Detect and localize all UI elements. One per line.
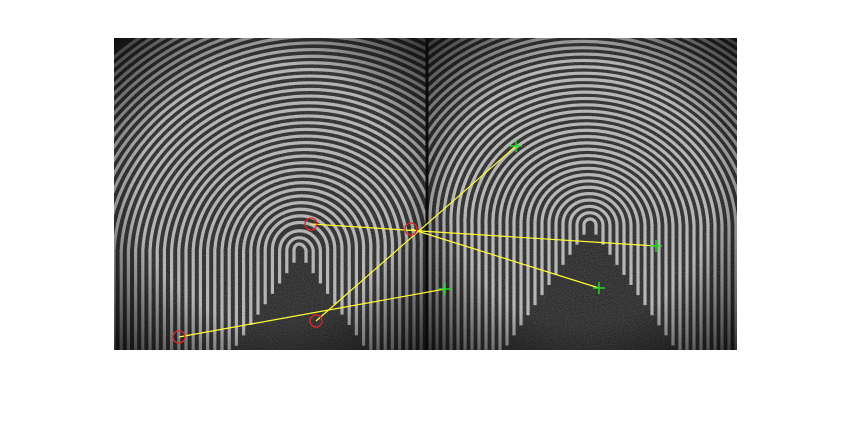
match-line-4 [178,288,446,338]
fingerprint-left [114,38,427,350]
match-line-2 [410,228,600,289]
minutia-circle-2 [404,222,418,236]
fingerprint-right [427,38,737,350]
minutia-circle-3 [309,314,323,328]
match-line-1 [310,223,657,247]
match-lines [178,145,657,338]
minutia-plus-3 [510,140,522,152]
minutia-plus-1 [650,240,662,252]
right-markers [439,140,662,295]
match-line-3 [315,145,517,322]
left-markers [172,217,418,344]
minutia-plus-2 [593,282,605,294]
minutia-circle-1 [304,217,318,231]
minutia-plus-4 [439,283,451,295]
minutia-circle-4 [172,330,186,344]
